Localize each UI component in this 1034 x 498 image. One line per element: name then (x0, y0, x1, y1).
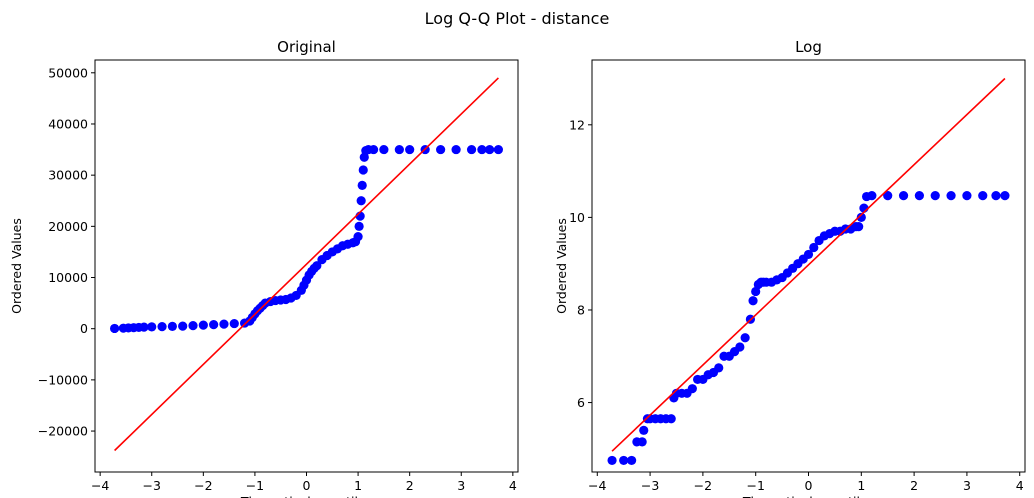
y-tick-label: 20000 (48, 219, 88, 234)
x-tick-label: 4 (509, 478, 517, 493)
data-point (357, 180, 367, 190)
data-point (962, 191, 972, 201)
x-tick-label: 1 (354, 478, 362, 493)
x-tick-label: 1 (857, 478, 865, 493)
data-point (229, 318, 239, 329)
y-tick-label: 10000 (48, 270, 88, 285)
data-point (856, 212, 866, 222)
axes-original: Original −4 −3 −2 −1 0 1 2 3 4 −20000 −10000 0 10000 2… (9, 38, 519, 498)
data-point (666, 414, 676, 424)
data-point (312, 261, 322, 271)
data-point (898, 191, 909, 201)
x-axis-label: Theoretical quantiles (742, 494, 874, 498)
x-tick-label: −3 (143, 478, 161, 493)
x-tick-label: 3 (457, 478, 465, 493)
x-tick-label: −2 (694, 478, 712, 493)
y-tick-label: 50000 (48, 65, 88, 80)
x-tick-label: 4 (1016, 478, 1024, 493)
y-tick-label: 8 (577, 302, 585, 317)
data-point (740, 333, 750, 343)
data-point (687, 384, 697, 394)
data-point (493, 144, 503, 155)
y-tick-label: 0 (80, 321, 88, 336)
data-point (188, 321, 198, 331)
x-tick-label: −1 (746, 478, 764, 493)
x-tick-label: −2 (194, 478, 212, 493)
x-tick-label: 2 (406, 478, 414, 493)
data-point (607, 455, 617, 466)
x-tick-label: 0 (303, 478, 311, 493)
fit-line (611, 77, 1006, 452)
figure-suptitle: Log Q-Q Plot - distance (425, 9, 610, 28)
data-point (219, 319, 229, 329)
data-point (110, 323, 120, 334)
x-tick-label: −1 (246, 478, 264, 493)
data-point (209, 320, 219, 330)
data-point (178, 321, 188, 331)
data-point (748, 296, 758, 306)
data-point (139, 322, 149, 332)
fit-line (114, 77, 499, 452)
x-tick-label: 2 (910, 478, 918, 493)
x-tick-label: 0 (805, 478, 813, 493)
data-point (619, 455, 629, 466)
data-point (167, 321, 177, 331)
y-tick-label: 6 (577, 395, 585, 410)
data-point (358, 165, 368, 175)
data-point (637, 437, 647, 447)
data-point (883, 191, 893, 201)
y-tick-label: 30000 (48, 168, 88, 183)
data-point (714, 363, 724, 373)
data-point (354, 221, 364, 231)
y-tick-label: 12 (569, 117, 585, 132)
x-tick-label: 3 (963, 478, 971, 493)
data-point (1000, 191, 1010, 201)
data-point (809, 242, 819, 253)
data-point (477, 144, 487, 155)
axes-title: Original (277, 38, 336, 56)
axes-log: Log−4−3−2−101234681012Theoretical quanti… (554, 38, 1026, 498)
data-point (436, 144, 446, 155)
y-tick-label: 40000 (48, 116, 88, 131)
x-axis-label: Theoretical quantiles (240, 494, 372, 498)
data-point (353, 231, 363, 242)
x-tick-label: −4 (588, 478, 606, 493)
data-point (356, 196, 366, 206)
data-point (978, 191, 988, 201)
axes-frame (94, 59, 519, 473)
axes-title: Log (795, 38, 822, 56)
data-point (751, 286, 761, 297)
x-tick-label: −4 (91, 478, 109, 493)
data-point (946, 191, 956, 201)
y-tick-label: 10 (569, 210, 585, 225)
data-point (198, 320, 208, 330)
x-tick-label: −3 (641, 478, 659, 493)
data-point (639, 425, 649, 435)
data-point (803, 249, 814, 260)
data-point (368, 144, 379, 155)
data-point (466, 144, 477, 155)
data-point (451, 144, 461, 155)
data-point (627, 455, 637, 466)
y-axis-label: Ordered Values (9, 218, 24, 314)
data-point (157, 322, 167, 332)
data-point (854, 222, 864, 232)
data-point (405, 144, 415, 155)
data-point (379, 144, 389, 155)
y-tick-label: −10000 (38, 372, 88, 387)
data-point (735, 342, 745, 352)
data-point (867, 191, 877, 201)
data-point (930, 191, 940, 201)
y-tick-label: −20000 (38, 424, 88, 439)
data-point (485, 144, 495, 155)
data-point (394, 144, 404, 155)
y-axis-label: Ordered Values (554, 218, 569, 314)
data-point (147, 322, 157, 332)
data-point (914, 191, 924, 201)
data-point (991, 191, 1001, 201)
